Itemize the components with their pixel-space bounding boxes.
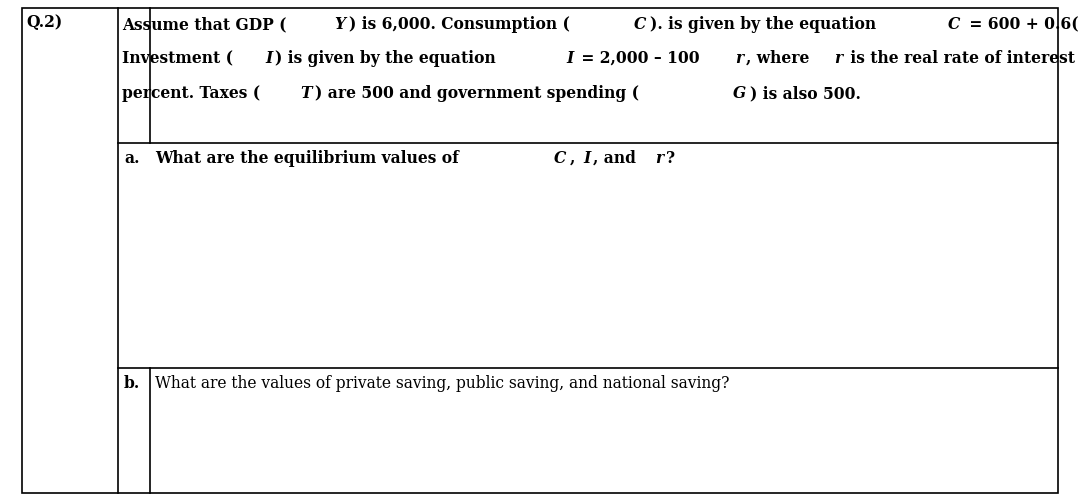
Text: I: I (566, 50, 573, 67)
Text: I: I (583, 150, 591, 167)
Text: is the real rate of interest in: is the real rate of interest in (845, 50, 1080, 67)
Text: percent. Taxes (: percent. Taxes ( (122, 85, 260, 102)
Text: = 2,000 – 100: = 2,000 – 100 (576, 50, 700, 67)
Text: G: G (733, 85, 746, 102)
Text: r: r (735, 50, 743, 67)
Text: What are the values of private saving, public saving, and national saving?: What are the values of private saving, p… (156, 375, 729, 392)
Text: ) is also 500.: ) is also 500. (751, 85, 861, 102)
Text: = 600 + 0.6(: = 600 + 0.6( (964, 16, 1079, 33)
Text: Y: Y (334, 16, 346, 33)
Text: ) is given by the equation: ) is given by the equation (274, 50, 501, 67)
Text: I: I (266, 50, 272, 67)
Text: ,: , (570, 150, 581, 167)
Text: , and: , and (593, 150, 642, 167)
Text: r: r (656, 150, 663, 167)
Text: ). is given by the equation: ). is given by the equation (649, 16, 881, 33)
Text: , where: , where (745, 50, 814, 67)
Text: Investment (: Investment ( (122, 50, 233, 67)
Text: ) is 6,000. Consumption (: ) is 6,000. Consumption ( (349, 16, 569, 33)
Text: C: C (554, 150, 566, 167)
Text: Assume that GDP (: Assume that GDP ( (122, 16, 286, 33)
Text: C: C (634, 16, 646, 33)
Text: C: C (948, 16, 961, 33)
Text: b.: b. (124, 375, 140, 392)
Text: ) are 500 and government spending (: ) are 500 and government spending ( (315, 85, 639, 102)
Text: ?: ? (666, 150, 675, 167)
Text: Q.2): Q.2) (26, 14, 63, 31)
Text: T: T (300, 85, 312, 102)
Text: What are the equilibrium values of: What are the equilibrium values of (156, 150, 464, 167)
Text: r: r (835, 50, 842, 67)
Text: a.: a. (124, 150, 139, 167)
